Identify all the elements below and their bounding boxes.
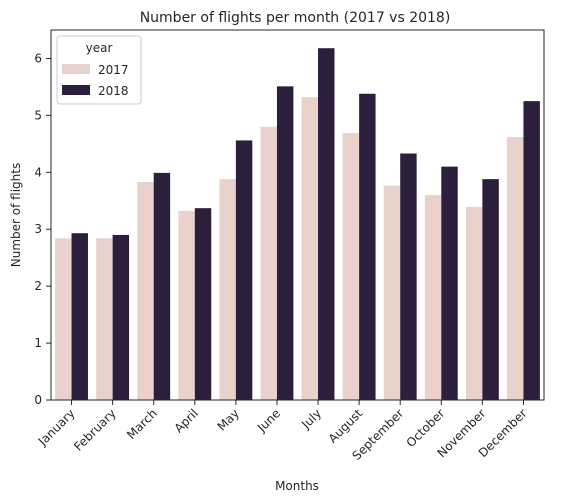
bar-2017-august — [342, 133, 360, 400]
x-tick-label-march: March — [124, 406, 160, 442]
legend-swatch-2017 — [62, 64, 90, 74]
legend: year 2017 2018 — [56, 35, 142, 105]
x-tick-label-february: February — [71, 406, 119, 454]
x-tick-label-april: April — [172, 406, 201, 435]
y-tick-label: 2 — [34, 279, 42, 293]
x-tick-label-august: August — [326, 406, 366, 446]
bar-2017-february — [96, 238, 113, 400]
bar-2017-june — [260, 126, 277, 401]
x-axis-title: Months — [275, 479, 319, 493]
bar-2017-january — [55, 238, 72, 400]
bar-2018-june — [276, 86, 294, 400]
chart-title: Number of flights per month (2017 vs 201… — [140, 10, 451, 26]
y-tick-label: 6 — [34, 51, 42, 65]
bar-2018-august — [359, 93, 376, 400]
bar-2017-july — [301, 97, 319, 401]
x-tick-label-june: June — [254, 406, 283, 435]
legend-label-2017: 2017 — [98, 63, 129, 77]
bar-2017-april — [178, 211, 195, 400]
bar-2017-december — [507, 137, 524, 400]
y-axis-title: Number of flights — [9, 163, 23, 267]
bars-layer — [55, 48, 540, 401]
bar-2018-july — [318, 48, 335, 400]
y-tick-label: 1 — [34, 336, 42, 350]
bar-2018-january — [71, 233, 88, 400]
bar-2017-may — [219, 179, 236, 400]
y-tick-label: 4 — [34, 165, 42, 179]
legend-swatch-2018 — [62, 85, 90, 95]
y-tick-label: 3 — [34, 222, 42, 236]
y-axis: 0 1 2 3 4 5 6 — [34, 51, 51, 407]
x-tick-label-may: May — [215, 406, 242, 433]
x-tick-label-july: July — [298, 406, 324, 432]
plot-frame — [50, 29, 545, 401]
bar-2017-september — [383, 185, 401, 400]
bar-2018-november — [482, 179, 499, 400]
y-tick-label: 0 — [34, 393, 42, 407]
legend-title: year — [86, 41, 113, 55]
bar-2018-september — [400, 153, 417, 400]
y-tick-label: 5 — [34, 108, 42, 122]
bar-2018-december — [523, 101, 540, 401]
bar-2018-april — [194, 208, 212, 400]
bar-2017-november — [465, 207, 483, 400]
legend-label-2018: 2018 — [98, 84, 129, 98]
bar-2018-february — [112, 234, 130, 400]
bar-2018-march — [153, 172, 171, 400]
bar-2017-october — [424, 195, 442, 400]
bar-2017-march — [137, 181, 154, 400]
bar-2018-october — [441, 166, 458, 400]
bar-2018-may — [235, 140, 253, 400]
